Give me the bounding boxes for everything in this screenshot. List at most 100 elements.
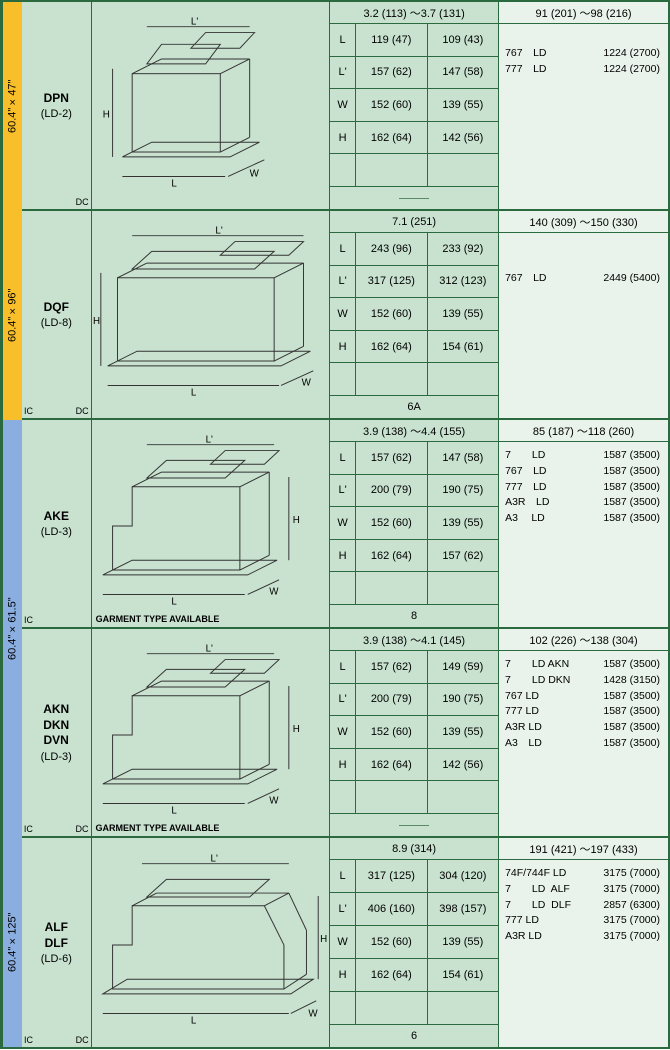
volume-header: 8.9 (314) [330, 838, 498, 860]
dim-value-outer: 162 (64) [356, 959, 427, 991]
dim-label: L [330, 233, 356, 266]
dc-label: DC [76, 406, 89, 416]
ld-type: (LD-2) [41, 108, 72, 120]
container-diagram: GARMENT TYPE AVAILABLE [92, 420, 331, 627]
dim-label: W [330, 716, 356, 749]
max-gross-list: 3175 (7000) 3175 (7000) 2857 (6300) 3175… [583, 866, 664, 1041]
dim-label: H [330, 122, 356, 155]
dim-label: L [330, 442, 356, 475]
max-gross-list: 1224 (2700) 1224 (2700) [583, 30, 664, 203]
dim-label: L [330, 24, 356, 57]
volume-header: 3.9 (138) ～4.4 (155) [330, 420, 498, 442]
base-size-label: 60.4"×47" [2, 2, 22, 211]
base-size-label: 60.4"×96" [2, 211, 22, 420]
dim-value-outer: 200 (79) [356, 684, 428, 716]
aircraft-list: 767 LD [505, 239, 582, 412]
dim-value-outer: 317 (125) [356, 266, 427, 298]
dim-value-inner: 154 (61) [428, 969, 498, 981]
dim-value-inner: 142 (56) [428, 132, 498, 144]
garment-note: GARMENT TYPE AVAILABLE [96, 823, 220, 833]
uld-code: DKN [43, 718, 69, 734]
aircraft-list: 7 LD AKN 7 LD DKN 767 LD 777 LD A3R LD A… [505, 657, 582, 830]
base-size-label: 60.4"×61.5" [2, 420, 22, 838]
ld-type: (LD-8) [41, 317, 72, 329]
dim-value-outer: 119 (47) [356, 24, 427, 56]
dim-value-outer: 157 (62) [356, 57, 427, 89]
dim-value-outer: 243 (96) [356, 233, 427, 265]
dim-label: L' [330, 893, 356, 926]
uld-name-cell: AKE(LD-3) IC [22, 420, 92, 627]
dim-value-outer: 162 (64) [356, 122, 427, 154]
dim-label: L' [330, 266, 356, 299]
dimensions-cell: 3.2 (113) ～3.7 (131)LL'WH119 (47)109 (43… [330, 2, 499, 209]
aircraft-list: 74F/744F LD 7 LD ALF 7 LD DLF 777 LD A3R… [505, 866, 582, 1041]
spec-row: 60.4"×47"DPN(LD-2)DC3.2 (113) ～3.7 (131)… [2, 2, 668, 211]
dim-value-inner: 157 (62) [428, 550, 498, 562]
volume-header: 3.9 (138) ～4.1 (145) [330, 629, 498, 651]
load-cell: 102 (226) ～138 (304)7 LD AKN 7 LD DKN 76… [499, 629, 668, 836]
tare-header: 191 (421) ～197 (433) [499, 838, 668, 860]
uld-code: DVN [43, 733, 69, 749]
dim-label: L [330, 860, 356, 893]
dim-value-outer: 152 (60) [356, 926, 427, 958]
max-gross-list: 1587 (3500) 1587 (3500) 1587 (3500) 1587… [583, 448, 664, 621]
ld-type: (LD-6) [41, 953, 72, 965]
container-diagram: GARMENT TYPE AVAILABLE [92, 629, 331, 836]
aircraft-list: 7 LD 767 LD 777 LD A3R LD A3 LD [505, 448, 582, 621]
dim-value-inner: 147 (58) [428, 66, 498, 78]
load-cell: 85 (187) ～118 (260) 7 LD 767 LD 777 LD A3… [499, 420, 668, 627]
dc-label: DC [76, 824, 89, 834]
dimensions-cell: 3.9 (138) ～4.1 (145)LL'WH157 (62)149 (59… [330, 629, 499, 836]
dim-value-inner: 139 (55) [428, 936, 498, 948]
dim-label: L' [330, 475, 356, 508]
dim-value-outer: 162 (64) [356, 749, 428, 781]
dim-value-outer: 157 (62) [356, 651, 428, 683]
ic-label: IC [24, 406, 33, 416]
max-gross-list: 1587 (3500) 1428 (3150) 1587 (3500) 1587… [583, 657, 664, 830]
load-cell: 91 (201) ～98 (216) 767 LD 777 LD 1224 (2… [499, 2, 668, 209]
dim-value-outer: 152 (60) [356, 507, 427, 539]
dim-value-inner: 109 (43) [428, 34, 498, 46]
aircraft-list: 767 LD 777 LD [505, 30, 582, 203]
dim-label: W [330, 507, 356, 540]
dim-value-outer: 162 (64) [356, 540, 427, 572]
dim-footer [330, 814, 498, 836]
uld-code: AKE [44, 509, 69, 525]
spec-row: AKNDKNDVN (LD-3) IC DC GARMENT TYPE AVAILABL… [2, 629, 668, 838]
dim-value-outer: 157 (62) [356, 442, 427, 474]
spec-row: 60.4"×61.5"AKE(LD-3)ICGARMENT TYPE AVAIL… [2, 420, 668, 629]
spec-row: 60.4"×125"ALFDLF(LD-6)ICDC8.9 (314)LL'WH… [2, 838, 668, 1047]
dim-value-outer: 152 (60) [356, 716, 428, 748]
ic-label: IC [24, 615, 33, 625]
dim-value-outer: 162 (64) [356, 331, 427, 363]
dim-footer: 6A [330, 396, 498, 418]
ic-label: IC [24, 824, 33, 834]
dim-value-inner: 154 (61) [428, 341, 498, 353]
dim-label: H [330, 540, 356, 573]
dim-value-inner: 139 (55) [428, 517, 498, 529]
container-diagram [92, 838, 331, 1047]
volume-header: 3.2 (113) ～3.7 (131) [330, 2, 498, 24]
dimensions-cell: 8.9 (314)LL'WH317 (125)304 (120)406 (160… [330, 838, 499, 1047]
dim-value-outer: 317 (125) [356, 860, 427, 892]
base-size-label: 60.4"×125" [2, 838, 22, 1047]
garment-note: GARMENT TYPE AVAILABLE [96, 614, 220, 624]
uld-name-cell: DPN(LD-2)DC [22, 2, 92, 209]
uld-code: AKN [43, 702, 69, 718]
max-gross-list: 2449 (5400) [583, 239, 664, 412]
load-cell: 140 (309) ～150 (330) 767 LD 2449 (5400) [499, 211, 668, 418]
ld-type: (LD-3) [41, 526, 72, 538]
dim-value-inner: 312 (123) [428, 275, 498, 287]
dc-label: DC [76, 197, 89, 207]
ld-type: (LD-3) [41, 751, 72, 763]
container-diagram [92, 211, 331, 418]
dim-footer: 8 [330, 605, 498, 627]
dim-value-inner: 304 (120) [428, 870, 498, 882]
dim-label: W [330, 926, 356, 959]
dim-label: W [330, 89, 356, 122]
dim-label: H [330, 749, 356, 782]
tare-header: 140 (309) ～150 (330) [499, 211, 668, 233]
uld-name-cell: AKNDKNDVN (LD-3) IC DC [22, 629, 92, 836]
tare-header: 85 (187) ～118 (260) [499, 420, 668, 442]
volume-header: 7.1 (251) [330, 211, 498, 233]
